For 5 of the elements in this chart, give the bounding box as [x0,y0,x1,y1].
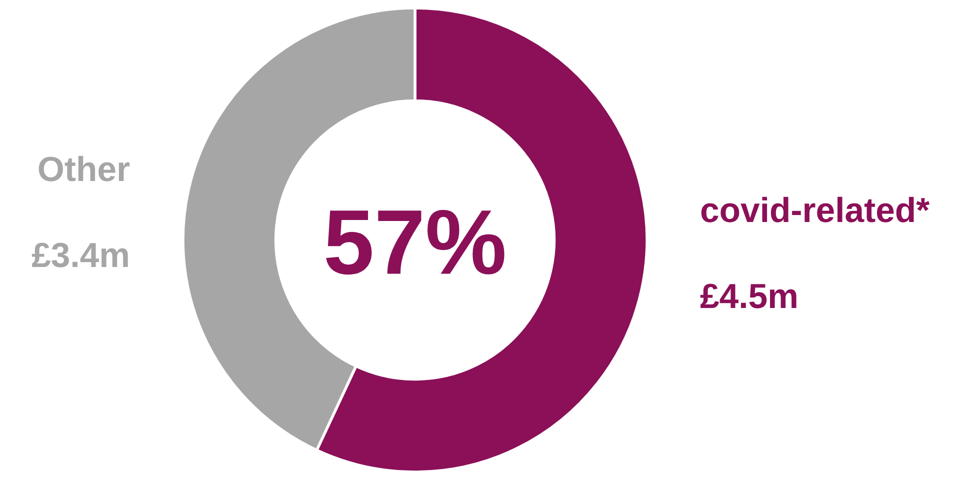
slice-label: covid-related* [701,196,930,222]
data-label: £3.4m [32,242,128,268]
slice-label: Other [38,156,130,182]
text: 57% [326,210,504,275]
data-label: £4.5m [700,284,796,308]
